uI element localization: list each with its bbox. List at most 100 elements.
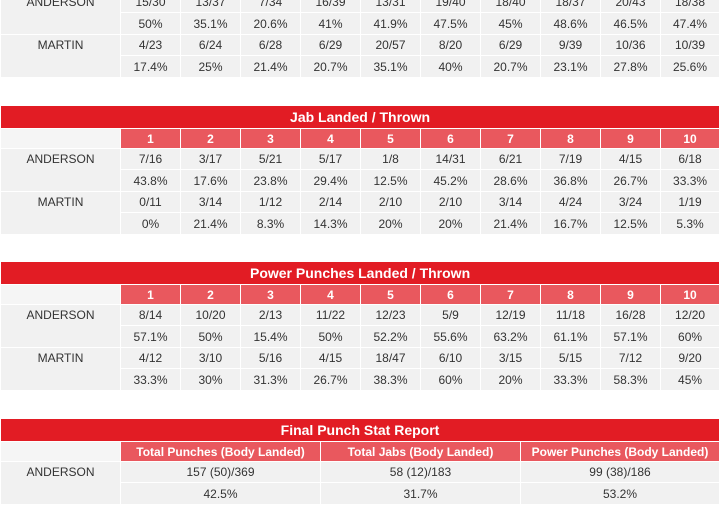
- percent-cell: 58.3%: [600, 368, 661, 391]
- round-header-cell: 1: [120, 284, 181, 305]
- percent-cell: 48.6%: [540, 12, 601, 35]
- landed-thrown-cell: 2/13: [240, 304, 301, 326]
- header-blank-cell: [0, 284, 121, 305]
- percent-cell: 20%: [480, 368, 541, 391]
- percent-cell: 20%: [360, 212, 421, 235]
- percent-cell: 20.7%: [480, 55, 541, 78]
- round-header-cell: 10: [659, 284, 720, 305]
- percent-cell: 45%: [480, 12, 541, 35]
- landed-thrown-cell: 12/19: [480, 304, 541, 326]
- percent-cell: 25%: [180, 55, 241, 78]
- percent-cell: 0%: [120, 212, 181, 235]
- percent-cell: 33.3%: [540, 368, 601, 391]
- fighter-fraction-row: MARTIN 4/23 6/24 6/28 6/29 20/57 8/20 6/29 9/39 1…: [0, 34, 720, 78]
- fighter-percent-row: 50% 35.1% 20.6% 41% 41.9% 47.5% 45% 48.6% 46.5% 4…: [1, 12, 720, 35]
- landed-thrown-cell: 8/20: [420, 34, 481, 56]
- landed-thrown-cell: 11/22: [300, 304, 361, 326]
- landed-thrown-cell: 20/43: [600, 0, 661, 13]
- percent-cell: 5.3%: [659, 212, 720, 235]
- landed-thrown-cell: 16/28: [600, 304, 661, 326]
- landed-thrown-cell: 7/16: [120, 148, 181, 170]
- landed-thrown-cell: 13/31: [360, 0, 421, 13]
- percent-cell: 43.8%: [120, 169, 181, 192]
- percent-cell: 35.1%: [360, 55, 421, 78]
- landed-thrown-cell: 5/9: [420, 304, 481, 326]
- percent-cell: 8.3%: [240, 212, 301, 235]
- percent-cell: 30%: [180, 368, 241, 391]
- round-header-cell: 7: [480, 284, 541, 305]
- round-header-cell: 8: [540, 284, 601, 305]
- total-punches-body: ANDERSON 15/30 13/37 7/34 16/39 13/31 19/40 18/…: [0, 0, 720, 78]
- percent-cell: 12.5%: [600, 212, 661, 235]
- landed-thrown-cell: 12/23: [360, 304, 421, 326]
- percent-cell: 20.6%: [240, 12, 301, 35]
- final-body: ANDERSON 157 (50)/369 58 (12)/183 99 (38)/1…: [0, 461, 720, 505]
- final-percent-cell: 42.5%: [120, 482, 321, 505]
- percent-cell: 63.2%: [480, 325, 541, 348]
- round-header-cell: 6: [420, 128, 481, 149]
- landed-thrown-cell: 0/11: [120, 191, 181, 213]
- landed-thrown-cell: 6/24: [180, 34, 241, 56]
- percent-cell: 50%: [120, 12, 181, 35]
- landed-thrown-cell: 20/57: [360, 34, 421, 56]
- landed-thrown-cell: 7/34: [240, 0, 301, 13]
- percent-cell: 57.1%: [600, 325, 661, 348]
- fighter-percent-row: 17.4% 25% 21.4% 20.7% 35.1% 40% 20.7% 23.1% 27.8…: [1, 55, 720, 78]
- final-header-cell: Power Punches (Body Landed): [520, 441, 720, 462]
- landed-thrown-cell: 4/15: [300, 347, 361, 369]
- landed-thrown-cell: 1/12: [240, 191, 301, 213]
- fighter-fraction-row: ANDERSON 7/16 3/17 5/21 5/17 1/8 14/31 6/21 7/19…: [0, 148, 720, 192]
- landed-thrown-cell: 6/28: [240, 34, 301, 56]
- landed-thrown-cell: 13/37: [180, 0, 241, 13]
- percent-cell: 20%: [420, 212, 481, 235]
- landed-thrown-cell: 6/10: [420, 347, 481, 369]
- landed-thrown-cell: 6/29: [300, 34, 361, 56]
- landed-thrown-cell: 16/39: [300, 0, 361, 13]
- landed-thrown-cell: 2/10: [360, 191, 421, 213]
- final-header: Total Punches (Body Landed) Total Jabs (B…: [0, 441, 720, 462]
- fighter-name: ANDERSON: [0, 461, 121, 505]
- landed-thrown-cell: 15/30: [120, 0, 181, 13]
- percent-cell: 20.7%: [300, 55, 361, 78]
- landed-thrown-cell: 9/39: [540, 34, 601, 56]
- round-header-cell: 10: [659, 128, 720, 149]
- percent-cell: 21.4%: [240, 55, 301, 78]
- round-header-cell: 3: [240, 128, 301, 149]
- power-table-title: Power Punches Landed / Thrown: [0, 261, 720, 285]
- fighter-percent-row: 57.1% 50% 15.4% 50% 52.2% 55.6% 63.2% 61.1% 57.1…: [1, 325, 720, 348]
- round-header-cell: 3: [240, 284, 301, 305]
- percent-cell: 33.3%: [120, 368, 181, 391]
- landed-thrown-cell: 18/38: [660, 0, 720, 13]
- final-value-cell: 99 (38)/186: [520, 461, 720, 483]
- jab-table: Jab Landed / Thrown 1 2 3 4 5 6 7 8 9 10 ANDERSON…: [0, 105, 720, 235]
- percent-cell: 36.8%: [540, 169, 601, 192]
- landed-thrown-cell: 18/47: [360, 347, 421, 369]
- landed-thrown-cell: 11/18: [540, 304, 601, 326]
- landed-thrown-cell: 4/24: [540, 191, 601, 213]
- round-header-cell: 6: [420, 284, 481, 305]
- percent-cell: 55.6%: [420, 325, 481, 348]
- percent-cell: 35.1%: [180, 12, 241, 35]
- landed-thrown-cell: 19/40: [420, 0, 481, 13]
- percent-cell: 60%: [420, 368, 481, 391]
- fighter-fraction-row: MARTIN 0/11 3/14 1/12 2/14 2/10 2/10 3/14 4/24 3/…: [0, 191, 720, 235]
- percent-cell: 21.4%: [180, 212, 241, 235]
- percent-cell: 50%: [180, 325, 241, 348]
- power-body: ANDERSON 8/14 10/20 2/13 11/22 12/23 5/9 12/19 1…: [0, 304, 720, 391]
- final-header-cell: Total Punches (Body Landed): [120, 441, 321, 462]
- landed-thrown-cell: 4/12: [120, 347, 181, 369]
- round-header-cell: 2: [180, 128, 241, 149]
- landed-thrown-cell: 3/15: [480, 347, 541, 369]
- header-blank-cell: [0, 128, 121, 149]
- landed-thrown-cell: 6/21: [480, 148, 541, 170]
- landed-thrown-cell: 5/17: [300, 148, 361, 170]
- percent-cell: 33.3%: [659, 169, 720, 192]
- fighter-percent-row: 43.8% 17.6% 23.8% 29.4% 12.5% 45.2% 28.6% 36.8%…: [1, 169, 720, 192]
- final-value-row: ANDERSON 157 (50)/369 58 (12)/183 99 (38)/1…: [0, 461, 720, 505]
- percent-cell: 31.3%: [240, 368, 301, 391]
- round-header-cell: 2: [180, 284, 241, 305]
- round-header-cell: 1: [120, 128, 181, 149]
- percent-cell: 41.9%: [360, 12, 421, 35]
- percent-cell: 57.1%: [120, 325, 181, 348]
